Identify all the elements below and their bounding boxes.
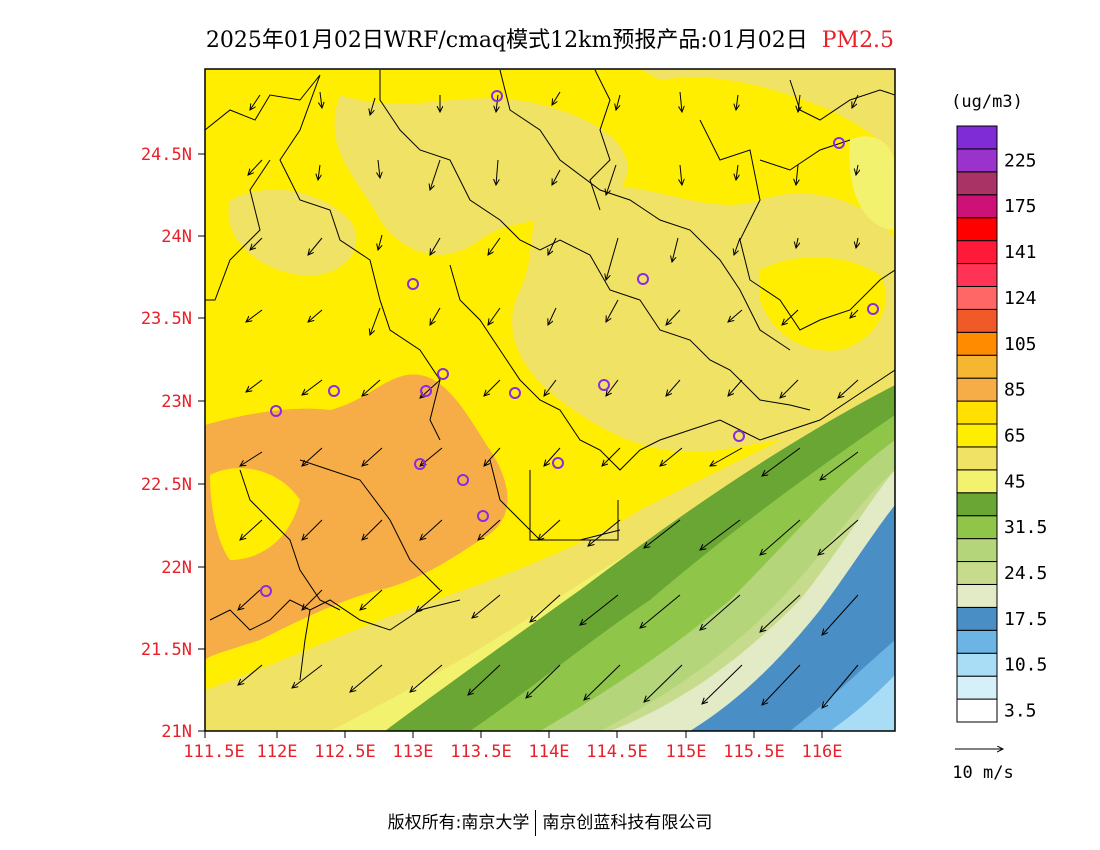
legend-label: 124 bbox=[1004, 288, 1037, 309]
x-tick-113-5e: 113.5E bbox=[450, 742, 511, 762]
y-tick-23-5n: 23.5N bbox=[141, 309, 192, 329]
legend-swatch bbox=[956, 354, 998, 379]
legend-swatch bbox=[956, 583, 998, 608]
y-tick-22n: 22N bbox=[161, 558, 192, 578]
x-tick-113e: 113E bbox=[393, 742, 434, 762]
legend-unit: (ug/m3) bbox=[951, 92, 1023, 112]
x-tick-112-5e: 112.5E bbox=[314, 742, 375, 762]
legend-swatch bbox=[956, 240, 998, 265]
title-main: 2025年01月02日WRF/cmaq模式12km预报产品:01月02日 bbox=[205, 28, 808, 53]
legend-swatch bbox=[956, 377, 998, 402]
map-frame bbox=[204, 68, 896, 732]
y-tick-23n: 23N bbox=[161, 392, 192, 412]
legend-swatch bbox=[956, 194, 998, 219]
pollutant-label: PM2.5 bbox=[821, 28, 895, 53]
legend-label: 10.5 bbox=[1004, 655, 1047, 676]
admin-boundaries bbox=[205, 69, 895, 681]
legend-swatch bbox=[956, 148, 998, 173]
legend-swatch bbox=[956, 652, 998, 677]
copyright-footer: 版权所有:南京大学 南京创蓝科技有限公司 bbox=[0, 808, 1100, 836]
wind-reference-label: 10 m/s bbox=[952, 763, 1013, 783]
legend-swatch bbox=[956, 263, 998, 287]
legend-swatch bbox=[956, 217, 998, 242]
x-tick-112e: 112E bbox=[257, 742, 298, 762]
legend-swatch bbox=[956, 629, 998, 654]
y-tick-labels: 24.5N 24N 23.5N 23N 22.5N 22N 21.5N 21N bbox=[141, 145, 192, 742]
legend-swatch bbox=[956, 561, 998, 585]
x-tick-115-5e: 115.5E bbox=[723, 742, 784, 762]
concentration-field bbox=[205, 69, 895, 731]
y-tick-24n: 24N bbox=[161, 227, 192, 247]
legend-swatch bbox=[956, 515, 998, 540]
color-legend: (ug/m3) 3.5 10.5 17.5 24.5 31.5 45 65 85 105 124 1… bbox=[951, 92, 1047, 723]
legend-label: 175 bbox=[1004, 196, 1037, 217]
copyright-company: 南京创蓝科技有限公司 bbox=[542, 813, 713, 833]
legend-label: 24.5 bbox=[1004, 563, 1047, 584]
map-title: 2025年01月02日WRF/cmaq模式12km预报产品:01月02日 PM2.… bbox=[0, 22, 1100, 54]
legend-label: 3.5 bbox=[1004, 701, 1037, 722]
copyright-owner: 版权所有:南京大学 bbox=[387, 813, 530, 833]
x-tick-114-5e: 114.5E bbox=[586, 742, 647, 762]
legend-swatch bbox=[956, 675, 998, 700]
legend-swatch bbox=[956, 125, 998, 150]
legend-swatch bbox=[956, 538, 998, 563]
x-tick-115e: 115E bbox=[666, 742, 707, 762]
legend-swatch bbox=[956, 171, 998, 196]
legend-swatch bbox=[956, 492, 998, 517]
legend-swatch bbox=[956, 446, 998, 471]
city-markers bbox=[260, 90, 879, 597]
legend-labels: 3.5 10.5 17.5 24.5 31.5 45 65 85 105 124 141 175 225 bbox=[1004, 150, 1047, 721]
legend-swatch bbox=[956, 285, 998, 310]
x-tick-114e: 114E bbox=[529, 742, 570, 762]
legend-swatches bbox=[956, 125, 998, 723]
legend-label: 225 bbox=[1004, 150, 1037, 171]
y-tick-22-5n: 22.5N bbox=[141, 475, 192, 495]
legend-label: 31.5 bbox=[1004, 517, 1047, 538]
y-tick-21-5n: 21.5N bbox=[141, 640, 192, 660]
legend-label: 17.5 bbox=[1004, 609, 1047, 630]
wind-reference: 10 m/s bbox=[952, 749, 1014, 783]
legend-swatch bbox=[956, 698, 998, 723]
legend-label: 105 bbox=[1004, 334, 1037, 355]
footer-separator bbox=[535, 810, 537, 836]
y-tick-21n: 21N bbox=[161, 722, 192, 742]
x-tick-116e: 116E bbox=[802, 742, 843, 762]
axis-ticks bbox=[198, 153, 823, 738]
y-tick-24-5n: 24.5N bbox=[141, 145, 192, 165]
legend-label: 141 bbox=[1004, 242, 1037, 263]
legend-label: 65 bbox=[1004, 425, 1026, 446]
legend-swatch bbox=[956, 308, 998, 333]
x-tick-111-5e: 111.5E bbox=[183, 742, 244, 762]
legend-swatch bbox=[956, 400, 998, 425]
legend-swatch bbox=[956, 606, 998, 631]
legend-label: 85 bbox=[1004, 380, 1026, 401]
wind-vectors bbox=[238, 91, 858, 708]
legend-label: 45 bbox=[1004, 471, 1026, 492]
legend-swatch bbox=[956, 331, 998, 356]
legend-swatch bbox=[956, 423, 998, 448]
legend-swatch bbox=[956, 469, 998, 494]
x-tick-labels: 111.5E 112E 112.5E 113E 113.5E 114E 114.… bbox=[183, 742, 842, 762]
